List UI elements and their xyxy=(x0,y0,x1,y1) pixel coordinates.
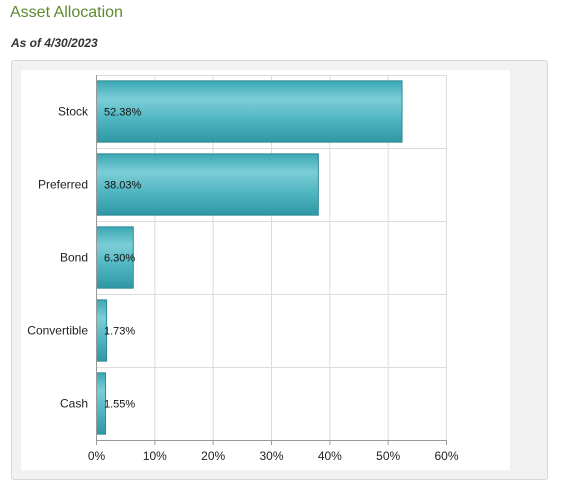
data-label: 6.30% xyxy=(104,253,135,265)
data-label: 1.55% xyxy=(104,399,135,411)
x-tick-label: 20% xyxy=(201,449,225,463)
bar-preferred xyxy=(96,153,319,216)
data-label: 52.38% xyxy=(104,107,142,119)
bar-chart: 52.38% 38.03% 6.30% 1.73% 1.55% Stock Preferr… xyxy=(27,75,459,463)
x-tick-label: 40% xyxy=(318,449,342,463)
bar-bond xyxy=(96,226,134,289)
x-tick-label: 10% xyxy=(143,449,167,463)
y-tick-label: Stock xyxy=(58,105,89,119)
y-tick-label: Preferred xyxy=(38,178,88,192)
x-tick-label: 30% xyxy=(259,449,283,463)
chart-area: 52.38% 38.03% 6.30% 1.73% 1.55% Stock Preferr… xyxy=(21,70,510,470)
y-tick-label: Convertible xyxy=(27,324,88,338)
page-title: Asset Allocation xyxy=(10,4,123,21)
x-tick-label: 50% xyxy=(376,449,400,463)
as-of-date: As of 4/30/2023 xyxy=(11,36,98,50)
y-tick-label: Cash xyxy=(60,397,88,411)
axes: Stock Preferred Bond Convertible Cash 0% 10% 20… xyxy=(27,75,459,463)
data-label: 1.73% xyxy=(104,326,135,338)
data-label: 38.03% xyxy=(104,180,142,192)
x-tick-label: 0% xyxy=(88,449,106,463)
x-tick-label: 60% xyxy=(434,449,458,463)
y-tick-label: Bond xyxy=(60,251,88,265)
bar-stock xyxy=(96,80,403,143)
bars: 52.38% 38.03% 6.30% 1.73% 1.55% xyxy=(96,80,403,435)
